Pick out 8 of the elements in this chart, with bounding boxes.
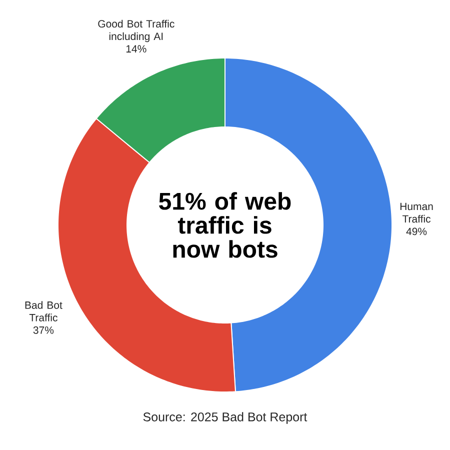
data-label: 37% xyxy=(33,326,54,334)
source-note: Source: 2025 Bad Bot Report xyxy=(143,412,308,424)
slice-label: Bad Bot Traffic xyxy=(25,301,62,322)
text: 51% of web traffic is now bots xyxy=(159,192,291,258)
slice-label: Human Traffic xyxy=(400,202,433,223)
slice-label: Good Bot Traffic including AI xyxy=(98,20,174,42)
data-label: 14% xyxy=(126,45,146,53)
data-label: 49% xyxy=(406,228,427,236)
